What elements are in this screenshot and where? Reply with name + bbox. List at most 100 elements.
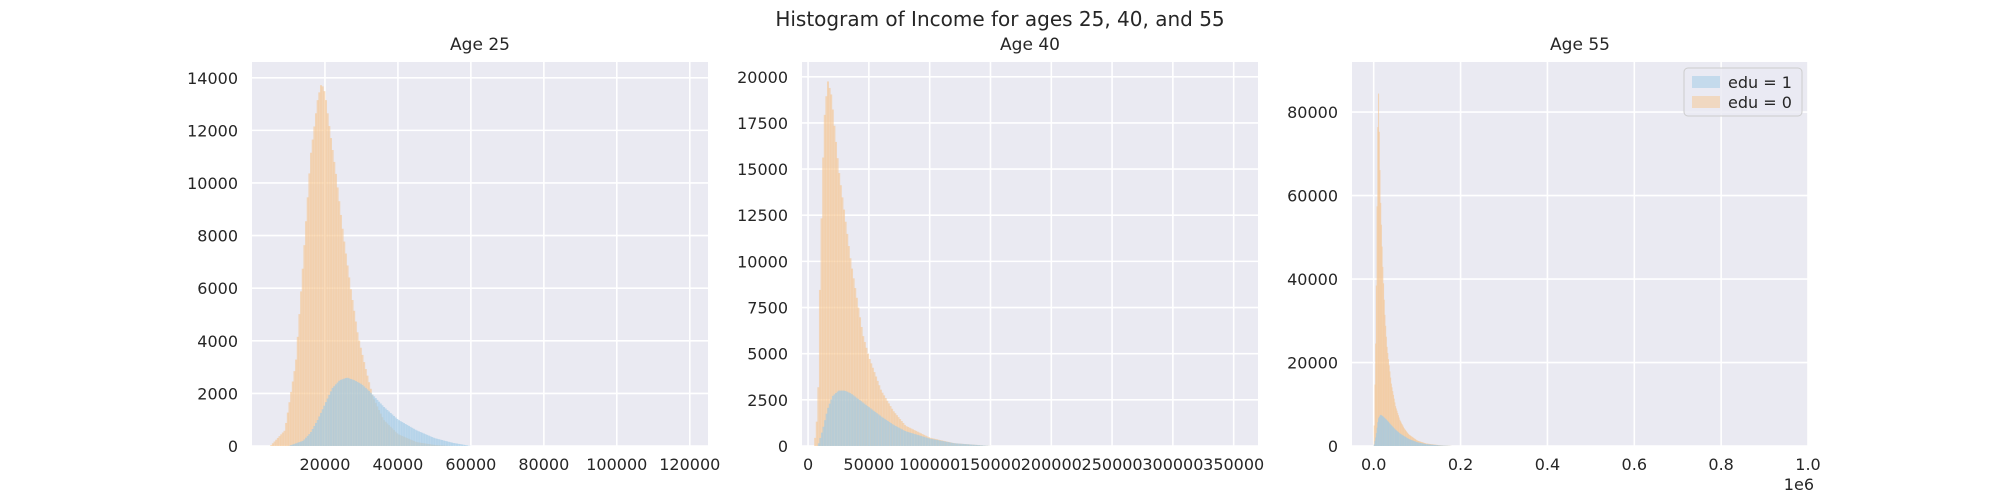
histogram-bar-edu0 (1385, 325, 1387, 446)
histogram-bar-edu1 (301, 440, 304, 446)
histogram-bar-edu1 (871, 409, 874, 446)
histogram-bar-edu1 (1397, 432, 1399, 446)
histogram-bar-edu0 (1376, 206, 1378, 446)
histogram-bar-edu0 (1383, 299, 1385, 446)
histogram-bar-edu1 (937, 440, 940, 446)
histogram-bar-edu1 (424, 434, 427, 446)
histogram-bar-edu1 (877, 414, 880, 446)
histogram-bar-edu1 (321, 409, 324, 446)
histogram-bar-edu1 (414, 429, 417, 446)
histogram-bar-edu1 (935, 439, 938, 446)
x-tick-label: 80000 (518, 455, 569, 474)
histogram-bar-edu1 (846, 391, 849, 446)
histogram-bar-edu0 (353, 310, 356, 446)
histogram-bar-edu1 (822, 426, 825, 446)
histogram-bar-edu0 (303, 245, 306, 446)
series-edu1 (288, 377, 472, 446)
histogram-bar-edu1 (907, 432, 910, 446)
histogram-bar-edu1 (459, 444, 462, 446)
histogram-bar-edu0 (1375, 343, 1377, 446)
histogram-bar-edu1 (328, 394, 331, 446)
histogram-bar-edu0 (851, 268, 854, 446)
histogram-bar-edu0 (316, 100, 319, 446)
histogram-bar-edu1 (835, 393, 838, 446)
legend-swatch-edu1 (1692, 76, 1720, 88)
histogram-bar-edu1 (358, 382, 361, 446)
histogram-bar-edu1 (436, 438, 439, 446)
histogram-bar-edu0 (1377, 93, 1380, 446)
histogram-bar-edu1 (1423, 443, 1425, 446)
histogram-bar-edu1 (318, 416, 321, 446)
histogram-bar-edu1 (922, 436, 925, 446)
histogram-bar-edu0 (1395, 408, 1397, 446)
histogram-bar-edu1 (833, 394, 836, 446)
chart-panel-3: Age 55 0.0 0.2 0.4 0.6 0.8 1.0 0 20000 40000 60000… (1287, 35, 1821, 494)
histogram-bar-edu1 (1436, 445, 1439, 446)
histogram-bar-edu1 (1380, 415, 1382, 446)
histogram-bar-edu0 (338, 201, 341, 446)
histogram-bar-edu1 (449, 442, 452, 446)
histogram-bar-edu1 (381, 405, 384, 446)
y-tick-label: 10000 (737, 252, 788, 271)
y-tick-label: 17500 (737, 114, 788, 133)
histogram-bar-edu1 (1375, 433, 1377, 446)
histogram-bar-edu0 (323, 91, 326, 446)
histogram-bar-edu0 (849, 258, 852, 446)
histogram-bar-edu0 (329, 138, 332, 446)
histogram-bar-edu0 (1397, 412, 1399, 446)
histogram-bar-edu1 (293, 443, 296, 446)
histogram-bar-edu1 (1397, 431, 1399, 446)
histogram-bar-edu0 (820, 218, 823, 446)
y-tick-label: 14000 (187, 69, 238, 88)
histogram-bar-edu1 (899, 428, 902, 446)
y-tick-label: 40000 (1287, 270, 1338, 289)
histogram-bar-edu1 (1429, 444, 1431, 446)
histogram-bar-edu1 (359, 383, 362, 446)
histogram-bar-edu1 (409, 426, 412, 446)
histogram-bar-edu0 (852, 278, 855, 446)
histogram-bar-edu1 (1392, 426, 1394, 446)
x-tick-label: 250000 (1082, 455, 1143, 474)
histogram-bar-edu0 (334, 173, 337, 446)
histogram-bar-edu1 (979, 445, 982, 446)
histogram-bar-edu0 (291, 381, 294, 446)
histogram-bar-edu1 (439, 439, 442, 446)
histogram-bar-edu0 (823, 114, 826, 446)
histogram-bar-edu1 (842, 390, 845, 446)
histogram-bar-edu1 (872, 410, 875, 446)
histogram-bar-edu1 (389, 412, 392, 446)
histogram-bar-edu1 (452, 442, 455, 446)
histogram-bar-edu0 (351, 300, 354, 446)
histogram-bar-edu1 (344, 378, 347, 446)
x-tick-label: 20000 (300, 455, 351, 474)
histogram-bar-edu1 (333, 386, 336, 446)
histogram-bar-edu0 (867, 353, 870, 446)
histogram-bar-edu1 (1409, 439, 1412, 446)
histogram-bar-edu0 (1397, 415, 1399, 446)
y-tick-label: 4000 (197, 332, 238, 351)
histogram-bar-edu1 (1404, 436, 1406, 446)
histogram-bar-edu0 (321, 86, 324, 446)
histogram-bar-edu1 (868, 407, 871, 446)
histogram-bar-edu1 (1400, 433, 1402, 446)
histogram-bar-edu1 (446, 441, 449, 446)
histogram-bar-edu1 (378, 401, 381, 446)
histogram-bar-edu0 (298, 314, 301, 446)
y-tick-label: 80000 (1287, 103, 1338, 122)
histogram-bar-edu1 (951, 442, 954, 446)
histogram-bar-edu0 (855, 297, 858, 446)
histogram-bar-edu1 (324, 402, 328, 446)
histogram-bar-edu0 (1386, 346, 1388, 446)
y-tick-label: 0 (1328, 437, 1338, 456)
y-tick-label: 12000 (187, 121, 238, 140)
histogram-bar-edu1 (419, 432, 422, 446)
histogram-bar-edu1 (828, 403, 831, 446)
histogram-bar-edu1 (974, 444, 977, 446)
histogram-bar-edu0 (1398, 417, 1400, 446)
histogram-bar-edu1 (883, 418, 886, 446)
x-tick-label: 100000 (586, 455, 647, 474)
histogram-bar-edu1 (960, 443, 963, 446)
histogram-bar-edu1 (880, 416, 883, 446)
histogram-bar-edu1 (901, 429, 903, 446)
histogram-bar-edu1 (338, 380, 341, 446)
